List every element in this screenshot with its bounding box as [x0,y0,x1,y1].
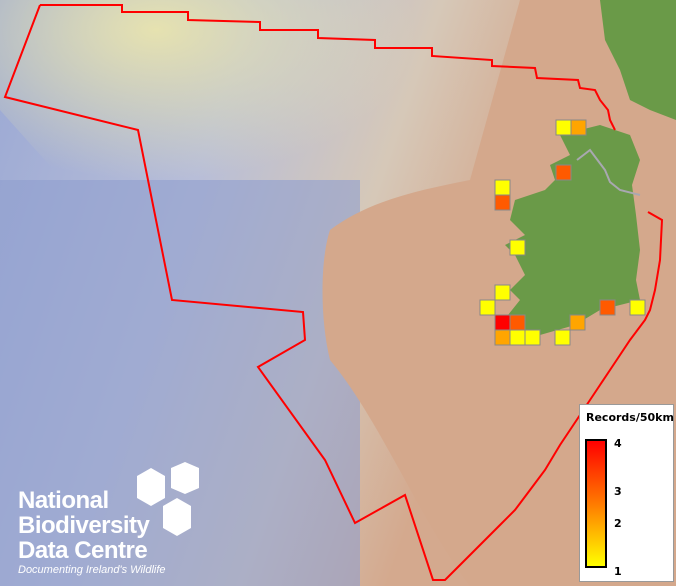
record-cell[interactable] [494,194,511,211]
record-cell[interactable] [524,329,541,346]
legend-tick-3: 3 [614,485,622,498]
legend-title: Records/50km [586,411,674,424]
record-cell[interactable] [494,329,511,346]
record-cells [479,119,646,346]
legend-color-bar [585,439,607,568]
record-cell[interactable] [555,164,572,181]
legend-tick-2: 2 [614,517,622,530]
record-cell[interactable] [569,314,586,331]
logo-line-2: Biodiversity [18,512,150,539]
record-cell[interactable] [570,119,587,136]
logo-hexagon-icons [137,462,199,536]
ireland-land [500,125,640,342]
record-cell[interactable] [479,299,496,316]
record-cell[interactable] [509,314,526,331]
boundary-main [3,4,664,581]
record-cell[interactable] [509,239,526,256]
legend: Records/50km 4 3 2 1 [579,404,674,582]
record-cell[interactable] [554,329,571,346]
record-cell[interactable] [629,299,646,316]
logo-line-1: National [18,487,109,514]
record-cell[interactable] [494,314,511,331]
record-cell[interactable] [494,284,511,301]
logo-tagline: Documenting Ireland's Wildlife [18,564,166,576]
logo-line-3: Data Centre [18,537,148,564]
legend-tick-1: 1 [614,565,622,578]
record-cell[interactable] [599,299,616,316]
record-cell[interactable] [555,119,572,136]
legend-tick-4: 4 [614,437,622,450]
record-cell[interactable] [494,179,511,196]
boundary-north [40,4,616,131]
border-line [576,148,641,196]
shelf-shallow [0,0,520,300]
nbdc-logo: National Biodiversity Data Centre Docume… [18,488,166,576]
record-cell[interactable] [509,329,526,346]
britain-land [600,0,676,120]
